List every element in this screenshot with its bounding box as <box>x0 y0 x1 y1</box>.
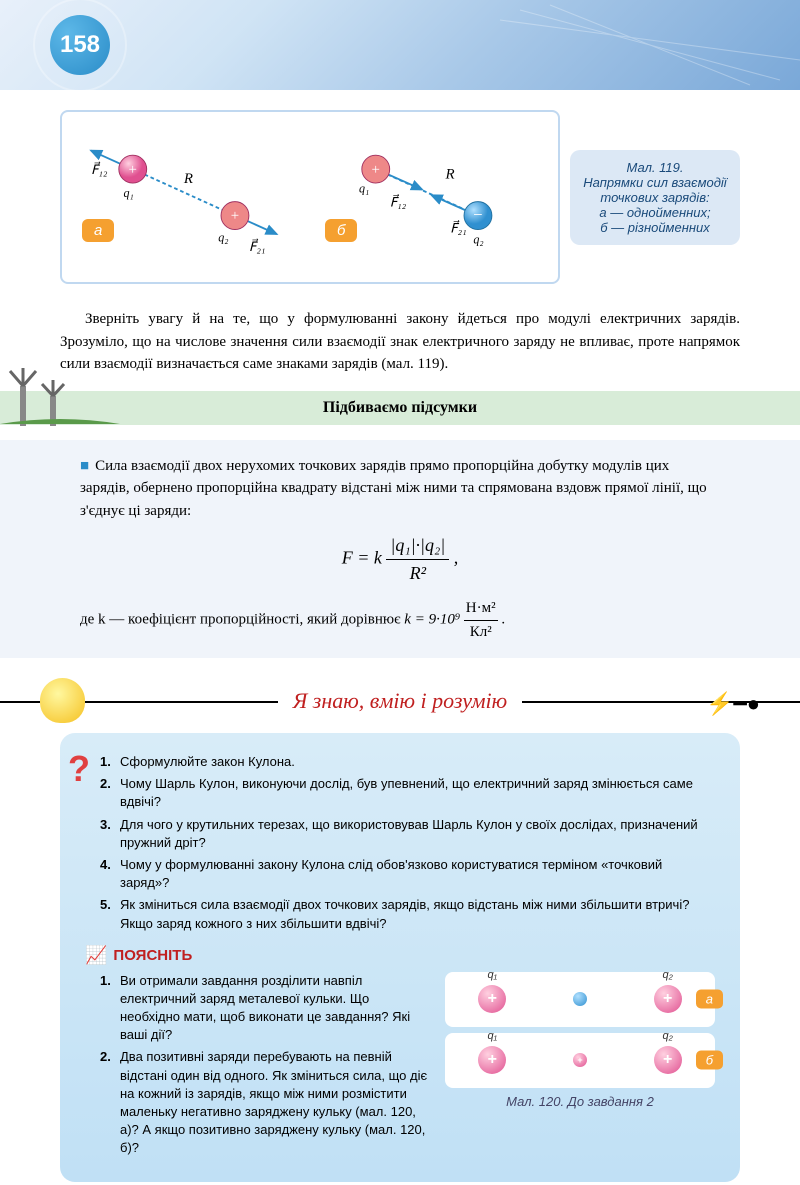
svg-text:q₁: q₁ <box>359 181 369 195</box>
charge-q2: +q₂ <box>654 985 682 1013</box>
figure-120a: +q₁ +q₂ а <box>445 972 715 1027</box>
explain-item: 2.Два позитивні заряди перебувають на пе… <box>100 1048 430 1157</box>
charge-center-pos: + <box>573 1053 587 1067</box>
label-F21: F⃗₂₁ <box>249 239 266 254</box>
question-mark-icon: ? <box>68 748 90 790</box>
explain-list: 1.Ви отримали завдання розділити навпіл … <box>85 972 430 1158</box>
header-background: 158 <box>0 0 800 90</box>
figure-119: R F⃗₁₂ + q₁ F⃗₂₁ + q₂ а <box>60 110 560 284</box>
formula-coulomb: F = k |q₁|·|q₂|R² , <box>80 532 720 587</box>
know-title: Я знаю, вмію і розумію <box>278 688 522 714</box>
question-list: 1.Сформулюйте закон Кулона. 2.Чому Шарль… <box>85 753 715 933</box>
svg-text:−: − <box>473 205 482 224</box>
figure-120: +q₁ +q₂ а +q₁ + +q₂ б Мал. 120. До завда… <box>445 972 715 1162</box>
figure-120-label-a: а <box>696 990 723 1009</box>
svg-text:q₂: q₂ <box>473 232 483 246</box>
page-number: 158 <box>50 15 110 75</box>
charge-q1: +q₁ <box>478 1046 506 1074</box>
charge-q2: +q₂ <box>654 1046 682 1074</box>
svg-text:F⃗₁₂: F⃗₁₂ <box>390 194 407 209</box>
label-q1: q₁ <box>123 186 133 200</box>
summary-footer: де k — коефіцієнт пропорційності, який д… <box>80 597 720 643</box>
question-item: 2.Чому Шарль Кулон, виконуючи дослід, бу… <box>100 775 715 811</box>
explain-item: 1.Ви отримали завдання розділити навпіл … <box>100 972 430 1045</box>
svg-text:+: + <box>372 162 380 178</box>
question-item: 5.Як зміниться сила взаємодії двох точко… <box>100 896 715 932</box>
question-item: 1.Сформулюйте закон Кулона. <box>100 753 715 771</box>
charge-center-neg <box>573 992 587 1006</box>
question-item: 4.Чому у формулюванні закону Кулона слід… <box>100 856 715 892</box>
questions-box: ? 1.Сформулюйте закон Кулона. 2.Чому Шар… <box>60 733 740 1182</box>
figure-120b: +q₁ + +q₂ б <box>445 1033 715 1088</box>
question-item: 3.Для чого у крутильних терезах, що вико… <box>100 816 715 852</box>
summary-box: ■Сила взаємодії двох нерухомих точкових … <box>0 440 800 659</box>
windmill-icon <box>0 356 120 426</box>
svg-text:F⃗₂₁: F⃗₂₁ <box>450 220 467 235</box>
svg-text:+: + <box>231 208 239 224</box>
know-section-header: Я знаю, вмію і розумію ⚡━● <box>0 673 800 728</box>
figure-119b: R F⃗₁₂ + q₁ F⃗₂₁ − q₂ б <box>320 127 543 267</box>
label-q2: q₂ <box>218 231 228 245</box>
svg-text:+: + <box>129 162 137 178</box>
figure-119-caption: Мал. 119. Напрямки сил взаємодії точкови… <box>570 150 740 245</box>
lightbulb-icon <box>40 678 85 723</box>
explain-header: 📈 ПОЯСНІТЬ <box>85 945 715 966</box>
figure-label-a: а <box>82 219 114 242</box>
svg-text:R: R <box>444 166 454 182</box>
summary-text: Сила взаємодії двох нерухомих точкових з… <box>80 458 707 519</box>
label-R: R <box>183 171 193 187</box>
figure-120-caption: Мал. 120. До завдання 2 <box>445 1094 715 1109</box>
figure-120-label-b: б <box>696 1051 723 1070</box>
paragraph-1: Зверніть увагу й на те, що у формулюванн… <box>60 308 740 376</box>
label-F12: F⃗₁₂ <box>91 161 108 176</box>
charge-q1: +q₁ <box>478 985 506 1013</box>
plug-icon: ⚡━● <box>706 691 760 717</box>
section-header: Підбиваємо підсумки <box>0 391 800 425</box>
header-decor-icon <box>500 0 800 90</box>
textbook-page: 158 R F⃗₁₂ + q₁ F⃗₂₁ + <box>0 0 800 1185</box>
chart-up-icon: 📈 <box>85 945 107 966</box>
figure-label-b: б <box>325 219 357 242</box>
content-area: R F⃗₁₂ + q₁ F⃗₂₁ + q₂ а <box>0 100 800 1182</box>
figure-119a: R F⃗₁₂ + q₁ F⃗₂₁ + q₂ а <box>77 127 300 267</box>
